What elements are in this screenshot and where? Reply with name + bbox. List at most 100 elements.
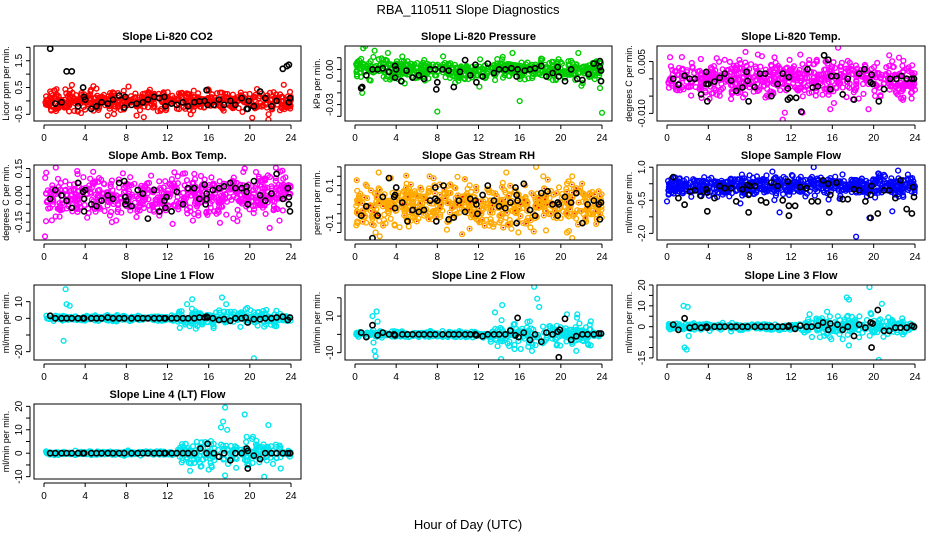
summary-point: [379, 64, 387, 72]
dense-point: [370, 53, 377, 61]
dense-point: [68, 81, 76, 89]
dense-point: [777, 87, 784, 94]
dense-point: [473, 183, 480, 190]
summary-point: [226, 97, 234, 105]
summary-point: [549, 69, 556, 77]
summary-point: [120, 104, 128, 111]
dense-point: [59, 200, 66, 207]
dense-point: [747, 61, 755, 68]
dense-point: [107, 180, 115, 187]
dense-point: [762, 94, 769, 101]
summary-point: [513, 73, 520, 80]
dense-point: [150, 102, 158, 110]
dense-point: [446, 209, 454, 216]
summary-point: [244, 200, 252, 208]
dense-point-core: [425, 199, 427, 202]
dense-point-core: [369, 210, 372, 212]
dense-point-core: [478, 207, 481, 210]
dense-point: [275, 195, 282, 202]
summary-point: [585, 70, 592, 78]
dense-point: [459, 231, 466, 238]
dense-point: [901, 82, 908, 90]
dense-point: [223, 211, 230, 218]
y-axis-label: degrees C per min.: [624, 45, 634, 122]
panel-title: Slope Sample Flow: [741, 150, 842, 162]
dense-point: [192, 320, 199, 328]
summary-point: [203, 86, 210, 94]
dense-point: [265, 111, 272, 118]
dense-point: [491, 61, 498, 69]
outlier-point: [769, 168, 776, 175]
summary-point: [824, 180, 832, 188]
dense-point: [187, 111, 194, 118]
dense-point-core: [376, 192, 379, 195]
summary-point: [250, 177, 258, 185]
summary-point: [173, 188, 181, 196]
summary-point: [868, 71, 875, 79]
dense-point: [499, 179, 506, 186]
dense-point: [168, 176, 176, 183]
dense-point: [353, 60, 361, 67]
dense-point: [240, 168, 247, 176]
dense-point: [207, 204, 214, 211]
summary-point: [226, 317, 234, 325]
dense-point: [195, 212, 202, 219]
summary-point: [155, 207, 163, 215]
dense-point-core: [543, 187, 545, 190]
x-tick-label: 8: [747, 252, 753, 263]
summary-point: [561, 77, 569, 85]
dense-point: [238, 198, 245, 206]
x-tick-label: 20: [868, 133, 880, 144]
dense-point: [353, 202, 360, 209]
dense-point: [542, 207, 550, 215]
dense-point: [899, 185, 906, 192]
dense-point: [573, 61, 580, 68]
dense-point: [382, 199, 390, 206]
dense-point-core: [514, 209, 516, 212]
dense-point: [874, 59, 881, 67]
summary-point: [369, 234, 376, 240]
summary-point: [51, 314, 59, 322]
summary-point: [139, 190, 147, 197]
dense-point: [259, 204, 267, 211]
dense-point: [203, 209, 210, 217]
x-tick-label: 24: [285, 372, 297, 383]
dense-point: [821, 85, 828, 93]
dense-point: [74, 168, 81, 175]
dense-point: [487, 197, 494, 204]
summary-point: [432, 86, 440, 93]
dense-point: [726, 58, 734, 66]
x-tick-label: 12: [785, 133, 797, 144]
summary-point: [104, 100, 112, 107]
dense-point: [678, 73, 685, 80]
dense-point: [877, 92, 884, 99]
dense-point: [876, 174, 883, 181]
dense-point: [669, 66, 676, 74]
x-tick-label: 20: [244, 372, 256, 383]
summary-point: [179, 98, 187, 106]
dense-point: [676, 87, 684, 94]
dense-point: [806, 74, 813, 81]
dense-point: [849, 177, 856, 184]
points-layer: [42, 46, 294, 121]
dense-point: [48, 96, 55, 103]
summary-point: [231, 184, 239, 192]
summary-point: [590, 197, 598, 204]
summary-point: [704, 80, 712, 88]
y-axis-label: kPa per min.: [312, 58, 322, 109]
dense-point: [229, 91, 237, 98]
summary-point: [273, 314, 280, 321]
dense-point: [218, 199, 225, 206]
x-tick-label: 24: [909, 133, 921, 144]
dense-point: [598, 206, 605, 214]
summary-point: [286, 314, 294, 321]
dense-point: [268, 183, 275, 190]
x-tick-label: 0: [664, 133, 670, 144]
summary-point: [179, 200, 187, 208]
dense-point: [738, 182, 746, 190]
summary-point: [121, 200, 129, 208]
x-tick-label: 24: [285, 133, 297, 144]
summary-point: [572, 189, 580, 197]
